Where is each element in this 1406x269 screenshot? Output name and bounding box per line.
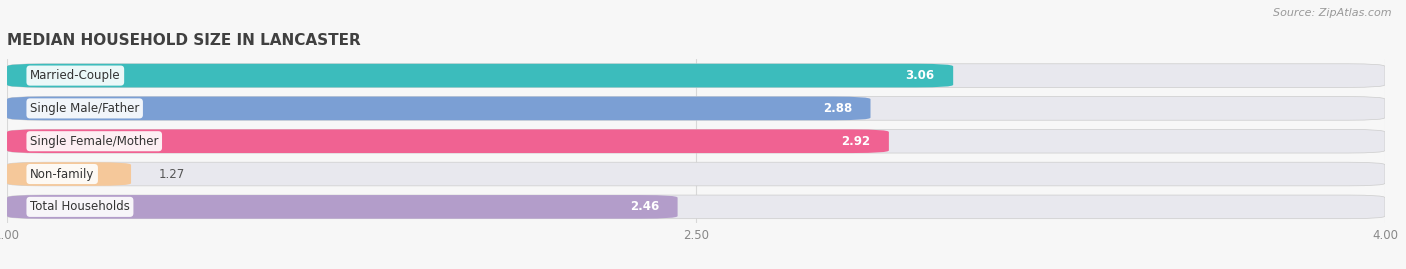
FancyBboxPatch shape: [7, 195, 1385, 219]
FancyBboxPatch shape: [7, 162, 1385, 186]
Text: Married-Couple: Married-Couple: [30, 69, 121, 82]
FancyBboxPatch shape: [7, 195, 678, 219]
Text: MEDIAN HOUSEHOLD SIZE IN LANCASTER: MEDIAN HOUSEHOLD SIZE IN LANCASTER: [7, 33, 361, 48]
FancyBboxPatch shape: [7, 97, 870, 120]
Text: Non-family: Non-family: [30, 168, 94, 180]
Text: Total Households: Total Households: [30, 200, 129, 213]
FancyBboxPatch shape: [7, 64, 1385, 87]
Text: Single Female/Mother: Single Female/Mother: [30, 135, 159, 148]
FancyBboxPatch shape: [7, 129, 889, 153]
FancyBboxPatch shape: [7, 162, 131, 186]
Text: 2.92: 2.92: [841, 135, 870, 148]
FancyBboxPatch shape: [7, 64, 953, 87]
Text: 2.46: 2.46: [630, 200, 659, 213]
FancyBboxPatch shape: [7, 97, 1385, 120]
Text: Single Male/Father: Single Male/Father: [30, 102, 139, 115]
Text: Source: ZipAtlas.com: Source: ZipAtlas.com: [1274, 8, 1392, 18]
FancyBboxPatch shape: [7, 129, 1385, 153]
Text: 3.06: 3.06: [905, 69, 935, 82]
Text: 2.88: 2.88: [823, 102, 852, 115]
Text: 1.27: 1.27: [159, 168, 184, 180]
